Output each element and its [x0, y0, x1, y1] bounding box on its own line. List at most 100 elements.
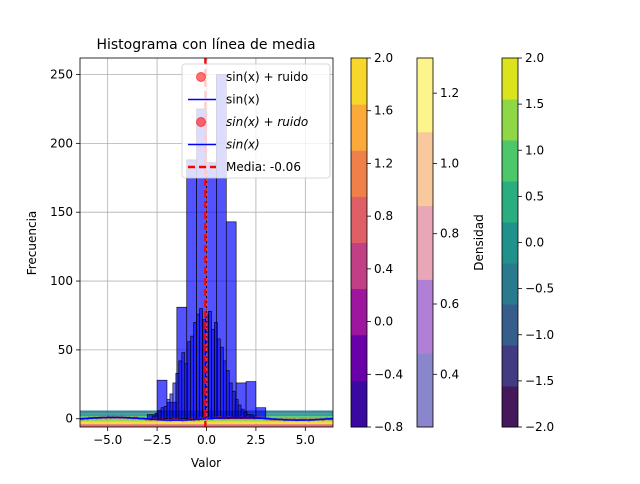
colorbar-tick-label: 0.0 — [525, 236, 544, 250]
histogram-fine-bar — [228, 382, 233, 420]
histogram-fine-bar — [160, 407, 165, 420]
histogram-fine-bar — [166, 399, 171, 420]
x-tick-label: 0.0 — [197, 433, 216, 447]
histogram-fine-bar — [178, 360, 183, 420]
colorbar-tick-label: −0.4 — [374, 367, 403, 381]
y-tick-label: 150 — [50, 205, 73, 219]
colorbar-tick-label: 1.5 — [525, 97, 544, 111]
colorbar-tick-label: 0.6 — [440, 297, 459, 311]
y-axis-label: Frecuencia — [25, 211, 39, 276]
colorbar-segment — [351, 242, 367, 290]
colorbar-tick-label: −0.5 — [525, 282, 554, 296]
chart-title: Histograma con línea de media — [96, 37, 315, 53]
colorbar-tick-label: 0.4 — [440, 367, 459, 381]
colorbar-tick-label: 0.4 — [374, 262, 393, 276]
colorbar-label: Densidad — [472, 214, 486, 270]
colorbar-segment — [351, 58, 367, 105]
histogram-fine-bar — [190, 335, 194, 420]
colorbar-segment — [417, 279, 433, 354]
histogram-fine-bar — [181, 352, 186, 420]
colorbar-segment — [351, 104, 367, 151]
plot-area: −5.0 −2.5 0.0 2.5 5.0 0 50 100 150 200 250 — [50, 57, 334, 447]
colorbar-segment — [417, 58, 433, 133]
x-tick-label: −5.0 — [93, 433, 122, 447]
colorbar-segment — [502, 345, 518, 387]
colorbar-frame — [416, 57, 434, 428]
colorbar-tick-label: 2.0 — [525, 51, 544, 65]
histogram-fine-bar — [163, 406, 168, 420]
histogram-fine-bar — [211, 328, 215, 420]
histogram-fine-bar — [220, 346, 224, 420]
colorbar-segment — [502, 304, 518, 346]
colorbar-segment — [417, 131, 433, 207]
colorbar-segment — [502, 140, 518, 182]
histogram-fine-bar — [225, 370, 230, 420]
colorbar-segment — [502, 99, 518, 141]
histogram-fine-bar — [169, 393, 174, 420]
y-tick-label: 100 — [50, 274, 73, 288]
colorbar-tick-label: 0.8 — [440, 227, 459, 241]
colorbar-segment — [502, 181, 518, 223]
y-tick-label: 0 — [65, 412, 73, 426]
colorbar-segment — [417, 353, 433, 428]
legend-label: sin(x) — [226, 138, 260, 152]
colorbar-segment — [502, 58, 518, 100]
legend-marker — [196, 72, 206, 82]
histogram-fine-bar — [199, 308, 203, 420]
legend-marker — [196, 117, 206, 127]
colorbars: −0.8 −0.4 0.0 0.4 0.8 1.2 1.6 2.0 0.4 0.6 0.8 1.0 1.… — [350, 51, 554, 434]
histogram-fine-bar — [234, 399, 239, 420]
x-tick-label: 2.5 — [246, 433, 265, 447]
x-tick-label: −2.5 — [143, 433, 172, 447]
y-tick-label: 200 — [50, 136, 73, 150]
histogram-fine-bar — [214, 322, 218, 420]
colorbar-segment — [417, 205, 433, 280]
histogram-fine-bar — [187, 341, 191, 420]
colorbar-tick-label: 1.0 — [525, 143, 544, 157]
histogram-fine-bar — [208, 311, 212, 420]
colorbar-tick-label: 1.6 — [374, 104, 393, 118]
x-tick-label: 5.0 — [296, 433, 315, 447]
colorbar-tick-label: 0.0 — [374, 315, 393, 329]
colorbar-segment — [502, 263, 518, 305]
histogram-fine-bar — [172, 382, 177, 420]
histogram-fine-bar — [196, 313, 200, 420]
colorbar-segment — [351, 150, 367, 197]
background-band — [80, 421, 333, 425]
colorbar-tick-label: 0.5 — [525, 189, 544, 203]
colorbar-tick-label: 1.2 — [440, 86, 459, 100]
histogram-fine-bar — [175, 373, 180, 420]
histogram-fine-bar — [231, 390, 236, 420]
histogram-fine-bar — [157, 410, 162, 420]
colorbar-segment — [502, 386, 518, 428]
x-axis-label: Valor — [191, 456, 221, 470]
colorbar-segment — [502, 222, 518, 264]
legend: sin(x) + ruido sin(x) sin(x) + ruido sin(x)… — [181, 63, 331, 179]
plot-content — [80, 58, 333, 427]
colorbar-tick-label: −1.0 — [525, 328, 554, 342]
colorbar-segment — [351, 334, 367, 382]
colorbar-tick-label: −1.5 — [525, 374, 554, 388]
legend-label: Media: -0.06 — [226, 160, 301, 174]
colorbar-tick-label: 2.0 — [374, 51, 393, 65]
histogram-bar — [245, 381, 257, 420]
y-tick-label: 50 — [58, 343, 73, 357]
colorbar-segment — [351, 288, 367, 336]
legend-label: sin(x) + ruido — [226, 70, 308, 84]
histogram-fine-bar — [184, 363, 189, 420]
colorbar-tick-label: −2.0 — [525, 420, 554, 434]
legend-label: sin(x) — [226, 93, 260, 107]
legend-box — [181, 63, 331, 179]
colorbar-tick-label: 1.2 — [374, 156, 393, 170]
histogram-fine-bar — [193, 322, 197, 420]
colorbar-tick-label: 1.0 — [440, 156, 459, 170]
colorbar-tick-label: 0.8 — [374, 209, 393, 223]
y-tick-label: 250 — [50, 68, 73, 82]
colorbar-segment — [351, 196, 367, 243]
colorbar-frame — [350, 57, 368, 428]
legend-label: sin(x) + ruido — [226, 115, 308, 129]
colorbar-tick-label: −0.8 — [374, 420, 403, 434]
histogram-fine-bar — [223, 360, 227, 420]
histogram-fine-bar — [217, 338, 221, 420]
